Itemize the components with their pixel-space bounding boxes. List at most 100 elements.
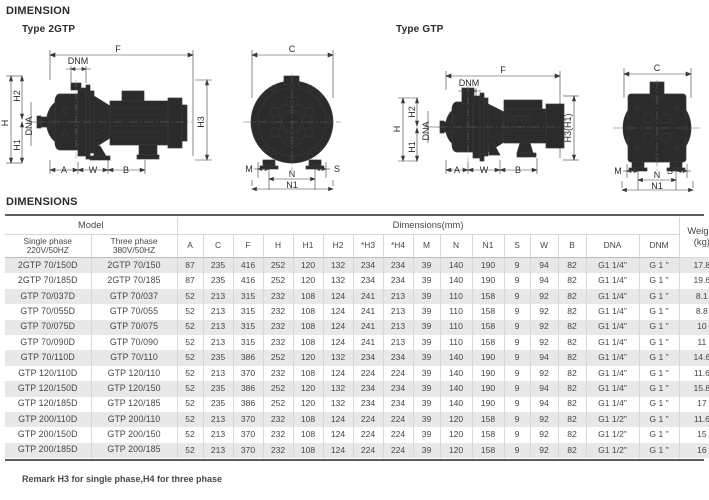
label-B: B bbox=[123, 165, 129, 175]
cell-H2: 132 bbox=[322, 396, 354, 412]
cell-DNM: G 1 " bbox=[638, 319, 680, 335]
cell-F: 315 bbox=[232, 319, 264, 335]
cell-weight: 11 bbox=[678, 334, 709, 351]
cell-M: 39 bbox=[412, 396, 441, 412]
cell-DNM: G 1 " bbox=[638, 411, 680, 428]
table-row: 2GTP 70/185D 2GTP 70/185 87 235 416 252 120 132… bbox=[5, 273, 709, 289]
cell-H2: 132 bbox=[322, 381, 354, 397]
cell-N1: 158 bbox=[471, 334, 505, 351]
cell-N1: 190 bbox=[471, 365, 505, 382]
cell-A: 52 bbox=[176, 350, 204, 366]
cell-W: 94 bbox=[529, 257, 559, 274]
col-header-H: H bbox=[262, 234, 294, 258]
type-gtp-label: Type GTP bbox=[396, 24, 444, 35]
cell-H3: 234 bbox=[352, 350, 384, 366]
cell-S: 9 bbox=[503, 427, 531, 443]
cell-H1: 108 bbox=[292, 304, 324, 320]
cell-B: 82 bbox=[557, 442, 587, 459]
cell-A: 52 bbox=[176, 381, 204, 397]
cell-S: 9 bbox=[503, 411, 531, 428]
cell-H2: 132 bbox=[322, 273, 354, 289]
cell-S: 9 bbox=[503, 396, 531, 412]
label-N: N bbox=[289, 169, 296, 179]
table-row: GTP 120/185D GTP 120/185 52 235 386 252 120 132… bbox=[5, 396, 709, 412]
cell-model-single-phase: GTP 70/090D bbox=[5, 334, 92, 351]
cell-model-three-phase: GTP 70/090 bbox=[90, 334, 178, 351]
cell-H1: 120 bbox=[292, 350, 324, 366]
cell-DNA: G1 1/4" bbox=[585, 381, 640, 397]
table-row: GTP 120/110D GTP 120/110 52 213 370 232 108 124… bbox=[5, 365, 709, 382]
cell-weight: 15.8 bbox=[678, 381, 709, 397]
cell-W: 92 bbox=[529, 411, 559, 428]
col-header-DNA: DNA bbox=[585, 234, 640, 258]
cell-H1: 108 bbox=[292, 427, 324, 443]
cell-H1: 108 bbox=[292, 288, 324, 305]
single-phase-line1: Single phase bbox=[23, 235, 72, 246]
cell-DNA: G1 1/4" bbox=[585, 288, 640, 305]
cell-DNA: G1 1/4" bbox=[585, 365, 640, 382]
col-header-DNM: DNM bbox=[638, 234, 680, 258]
cell-weight: 8.1 bbox=[678, 288, 709, 305]
cell-M: 39 bbox=[412, 350, 441, 366]
group-header-row: Model Dimensions(mm) Weight (kg) bbox=[5, 217, 709, 258]
label-A: A bbox=[61, 165, 67, 175]
cell-model-single-phase: GTP 70/037D bbox=[5, 288, 92, 305]
cell-DNA: G1 1/2" bbox=[585, 427, 640, 443]
cell-weight: 14.6 bbox=[678, 350, 709, 366]
cell-W: 92 bbox=[529, 288, 559, 305]
label-B-gtp: B bbox=[515, 165, 521, 175]
table-row: GTP 70/075D GTP 70/075 52 213 315 232 108 124 24… bbox=[5, 319, 709, 335]
cell-F: 386 bbox=[232, 396, 264, 412]
cell-H3: 241 bbox=[352, 288, 384, 305]
label-N-gtp: N bbox=[654, 170, 661, 180]
cell-B: 82 bbox=[557, 365, 587, 382]
table-body: 2GTP 70/150D 2GTP 70/150 87 235 416 252 120 132… bbox=[5, 257, 709, 459]
cell-N: 140 bbox=[439, 381, 473, 397]
cell-S: 9 bbox=[503, 381, 531, 397]
label-C-gtp: C bbox=[654, 63, 661, 73]
cell-H2: 124 bbox=[322, 442, 354, 459]
cell-M: 39 bbox=[412, 365, 441, 382]
cell-model-three-phase: GTP 200/185 bbox=[90, 442, 178, 459]
cell-H2: 132 bbox=[322, 257, 354, 274]
col-header-W: W bbox=[529, 234, 559, 258]
cell-F: 315 bbox=[232, 304, 264, 320]
dimension-heading: DIMENSION bbox=[6, 5, 71, 17]
cell-N: 110 bbox=[439, 319, 473, 335]
cell-F: 315 bbox=[232, 334, 264, 351]
cell-model-three-phase: 2GTP 70/150 bbox=[90, 257, 178, 274]
cell-H1: 108 bbox=[292, 334, 324, 351]
cell-H: 252 bbox=[262, 381, 294, 397]
cell-H2: 124 bbox=[322, 304, 354, 320]
cell-B: 82 bbox=[557, 257, 587, 274]
cell-N: 110 bbox=[439, 288, 473, 305]
cell-N1: 190 bbox=[471, 381, 505, 397]
table-bottom-rule bbox=[5, 459, 704, 462]
cell-H4: 234 bbox=[382, 396, 414, 412]
col-header-B: B bbox=[557, 234, 587, 258]
cell-N: 140 bbox=[439, 257, 473, 274]
cell-N1: 158 bbox=[471, 442, 505, 459]
cell-DNM: G 1 " bbox=[638, 257, 680, 274]
cell-N1: 158 bbox=[471, 319, 505, 335]
cell-B: 82 bbox=[557, 273, 587, 289]
cell-DNM: G 1 " bbox=[638, 396, 680, 412]
cell-M: 39 bbox=[412, 319, 441, 335]
cell-C: 213 bbox=[202, 288, 234, 305]
cell-H: 232 bbox=[262, 304, 294, 320]
cell-N1: 190 bbox=[471, 350, 505, 366]
label-A-gtp: A bbox=[454, 165, 460, 175]
cell-A: 52 bbox=[176, 411, 204, 428]
cell-H3: 234 bbox=[352, 273, 384, 289]
cell-model-three-phase: GTP 70/055 bbox=[90, 304, 178, 320]
weight-label-line1: Weight bbox=[687, 225, 709, 237]
col-header-A: A bbox=[176, 234, 204, 258]
label-F-gtp: F bbox=[500, 65, 506, 75]
cell-weight: 19.6 bbox=[678, 273, 709, 289]
remark-note: Remark H3 for single phase,H4 for three … bbox=[22, 474, 223, 484]
cell-N1: 158 bbox=[471, 288, 505, 305]
table-top-rule bbox=[5, 214, 704, 216]
cell-H4: 224 bbox=[382, 365, 414, 382]
cell-W: 92 bbox=[529, 304, 559, 320]
cell-C: 213 bbox=[202, 442, 234, 459]
